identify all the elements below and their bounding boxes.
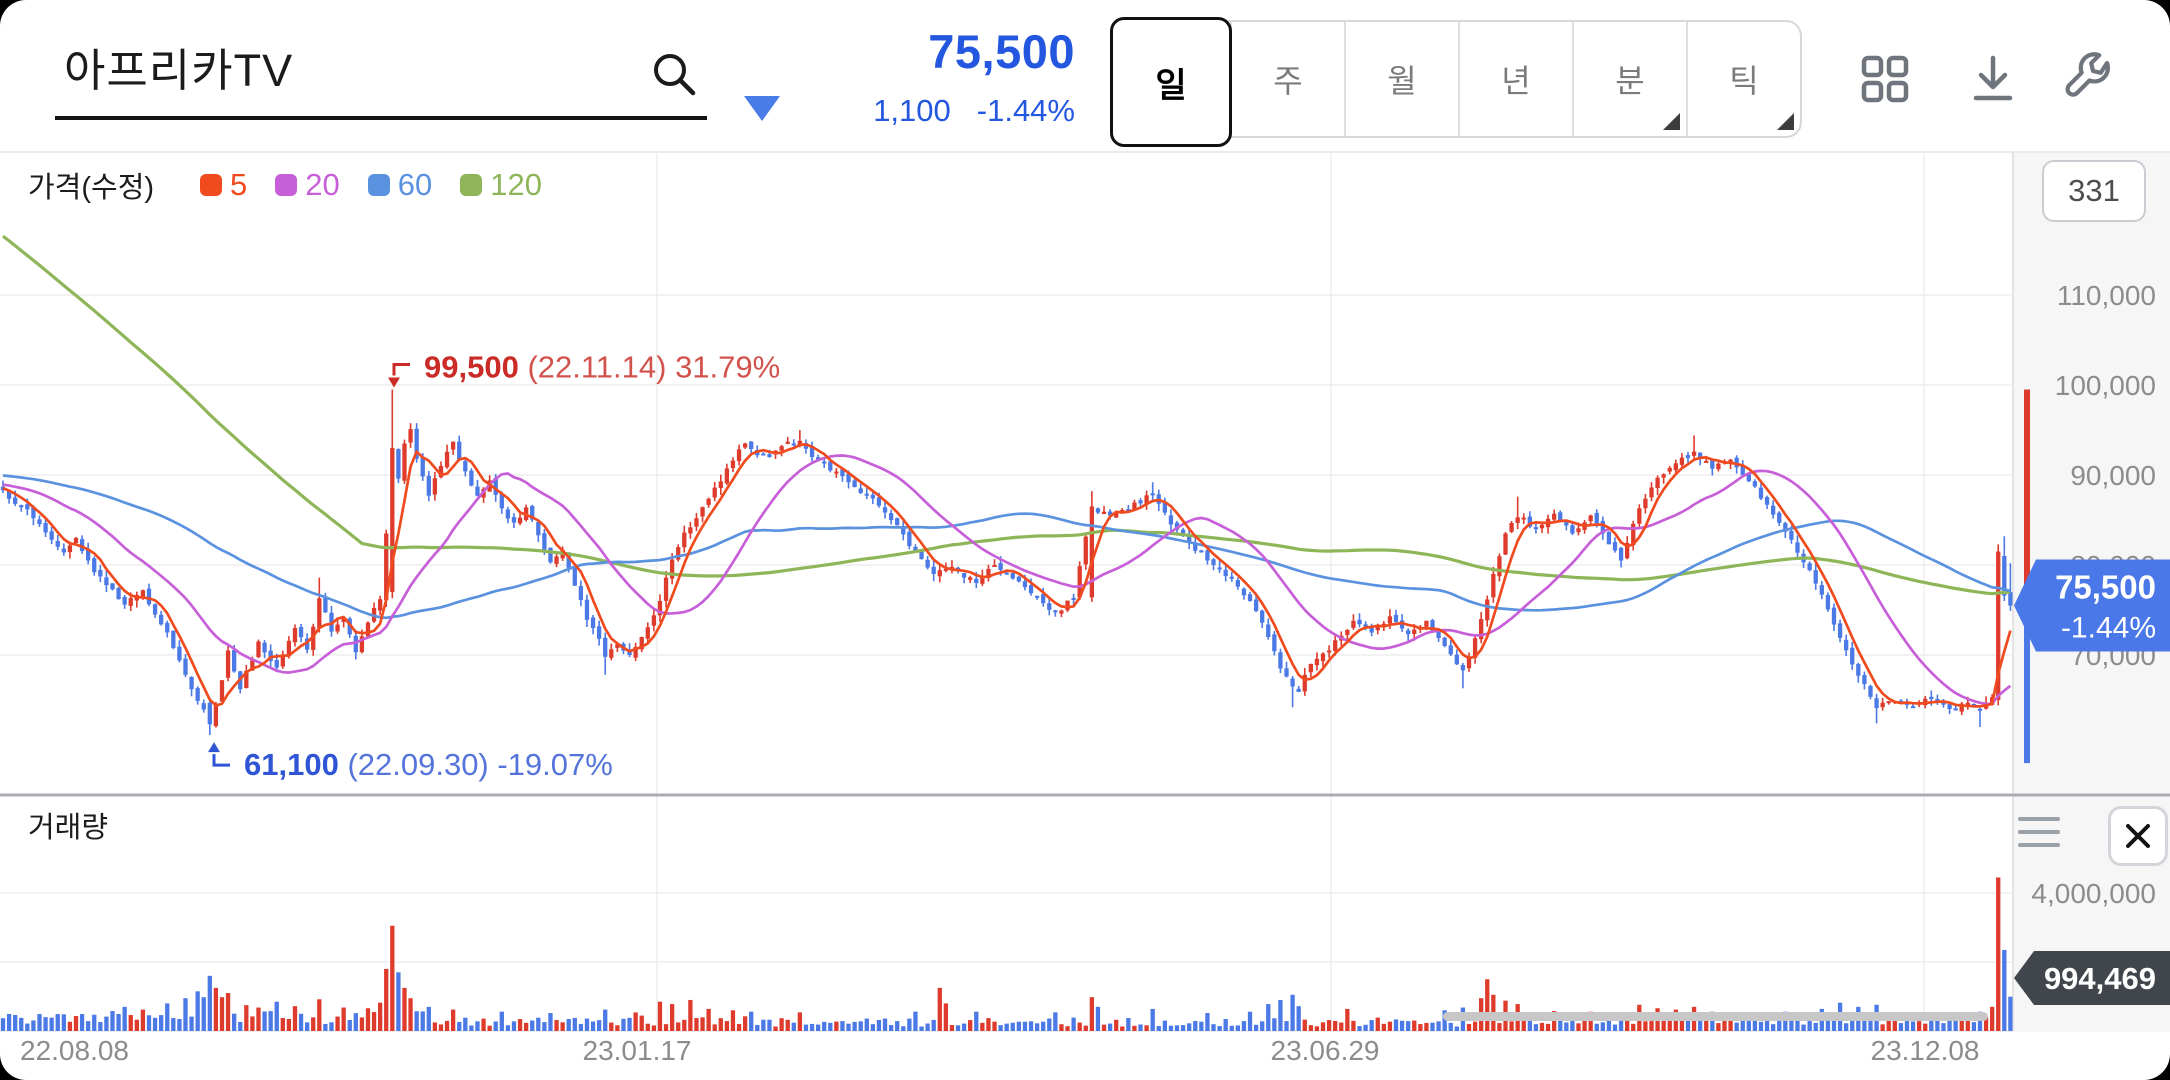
tab-minute[interactable]: 분: [1572, 22, 1686, 136]
symbol-search-input[interactable]: 아프리카TV: [64, 45, 294, 96]
tab-tick[interactable]: 틱: [1686, 22, 1800, 136]
price-block: 75,500 1,100 -1.44%: [790, 24, 1075, 129]
tab-week[interactable]: 주: [1230, 22, 1344, 136]
legend-title: 가격(수정): [28, 172, 155, 204]
svg-text:61,100 (22.09.30) -19.07%: 61,100 (22.09.30) -19.07%: [244, 747, 613, 782]
price-change-abs: 1,100: [873, 93, 951, 128]
current-price-badge: 75,500 -1.44%: [2014, 559, 2170, 652]
date-axis-label: 23.12.08: [1871, 1035, 1980, 1066]
close-volume-pane-button[interactable]: [2108, 806, 2168, 866]
ma120-swatch-icon: [460, 174, 483, 196]
search-underline: [55, 116, 707, 120]
legend-ma20: 20: [275, 167, 340, 203]
symbol-dropdown-icon[interactable]: [744, 96, 780, 121]
current-price: 75,500: [928, 25, 1075, 78]
search-icon[interactable]: [646, 46, 702, 102]
tab-month[interactable]: 월: [1344, 22, 1458, 136]
visible-bar-count-badge: 331: [2042, 160, 2146, 222]
date-axis-label: 23.01.17: [583, 1035, 692, 1066]
volume-axis-label: 4,000,000: [2031, 878, 2156, 909]
date-axis-label: 23.06.29: [1271, 1035, 1380, 1066]
ma5-line: [2, 443, 2012, 708]
legend-ma60: 60: [367, 167, 432, 203]
layout-grid-icon[interactable]: [1856, 50, 1914, 108]
legend-ma5: 5: [200, 167, 247, 203]
gridlines: 110,000100,00090,00080,00070,0004,000,00…: [0, 152, 2156, 1032]
svg-text:-1.44%: -1.44%: [2061, 612, 2156, 645]
low-annotation: 61,100 (22.09.30) -19.07%: [208, 742, 613, 782]
price-change-pct: -1.44%: [976, 93, 1075, 128]
volume-pane-title: 거래량: [28, 812, 109, 844]
period-tabs: 일 주 월 년 분 틱: [1110, 17, 1802, 147]
ma5-swatch-icon: [200, 174, 223, 196]
wrench-icon[interactable]: [2060, 50, 2118, 108]
date-axis-label: 22.08.08: [20, 1035, 129, 1066]
price-axis-label: 90,000: [2070, 460, 2156, 491]
tab-day[interactable]: 일: [1110, 17, 1232, 147]
price-axis-label: 100,000: [2055, 370, 2156, 401]
pane-menu-icon[interactable]: [2018, 817, 2060, 856]
price-legend: 가격(수정) 5 20 60 120: [28, 164, 542, 206]
svg-text:99,500 (22.11.14) 31.79%: 99,500 (22.11.14) 31.79%: [424, 350, 780, 385]
high-annotation: 99,500 (22.11.14) 31.79%: [388, 350, 780, 388]
volume-bars: [0, 877, 2013, 1031]
download-icon[interactable]: [1964, 50, 2022, 108]
current-volume-badge: 994,469: [2014, 951, 2170, 1005]
ma60-line: [2, 474, 2011, 620]
range-bar-below: [2024, 605, 2030, 764]
chart-horizontal-scrollbar[interactable]: [1443, 1012, 1988, 1021]
price-axis-label: 110,000: [2057, 280, 2156, 311]
ma60-swatch-icon: [367, 174, 390, 196]
ma20-line: [2, 454, 2012, 706]
ma20-swatch-icon: [275, 174, 298, 196]
tab-year[interactable]: 년: [1458, 22, 1572, 136]
svg-text:75,500: 75,500: [2055, 569, 2156, 606]
ma120-line: [2, 234, 2011, 596]
range-bar-above: [2024, 389, 2030, 606]
close-icon: [2126, 824, 2150, 848]
legend-ma120: 120: [460, 167, 542, 203]
svg-text:994,469: 994,469: [2044, 961, 2156, 996]
